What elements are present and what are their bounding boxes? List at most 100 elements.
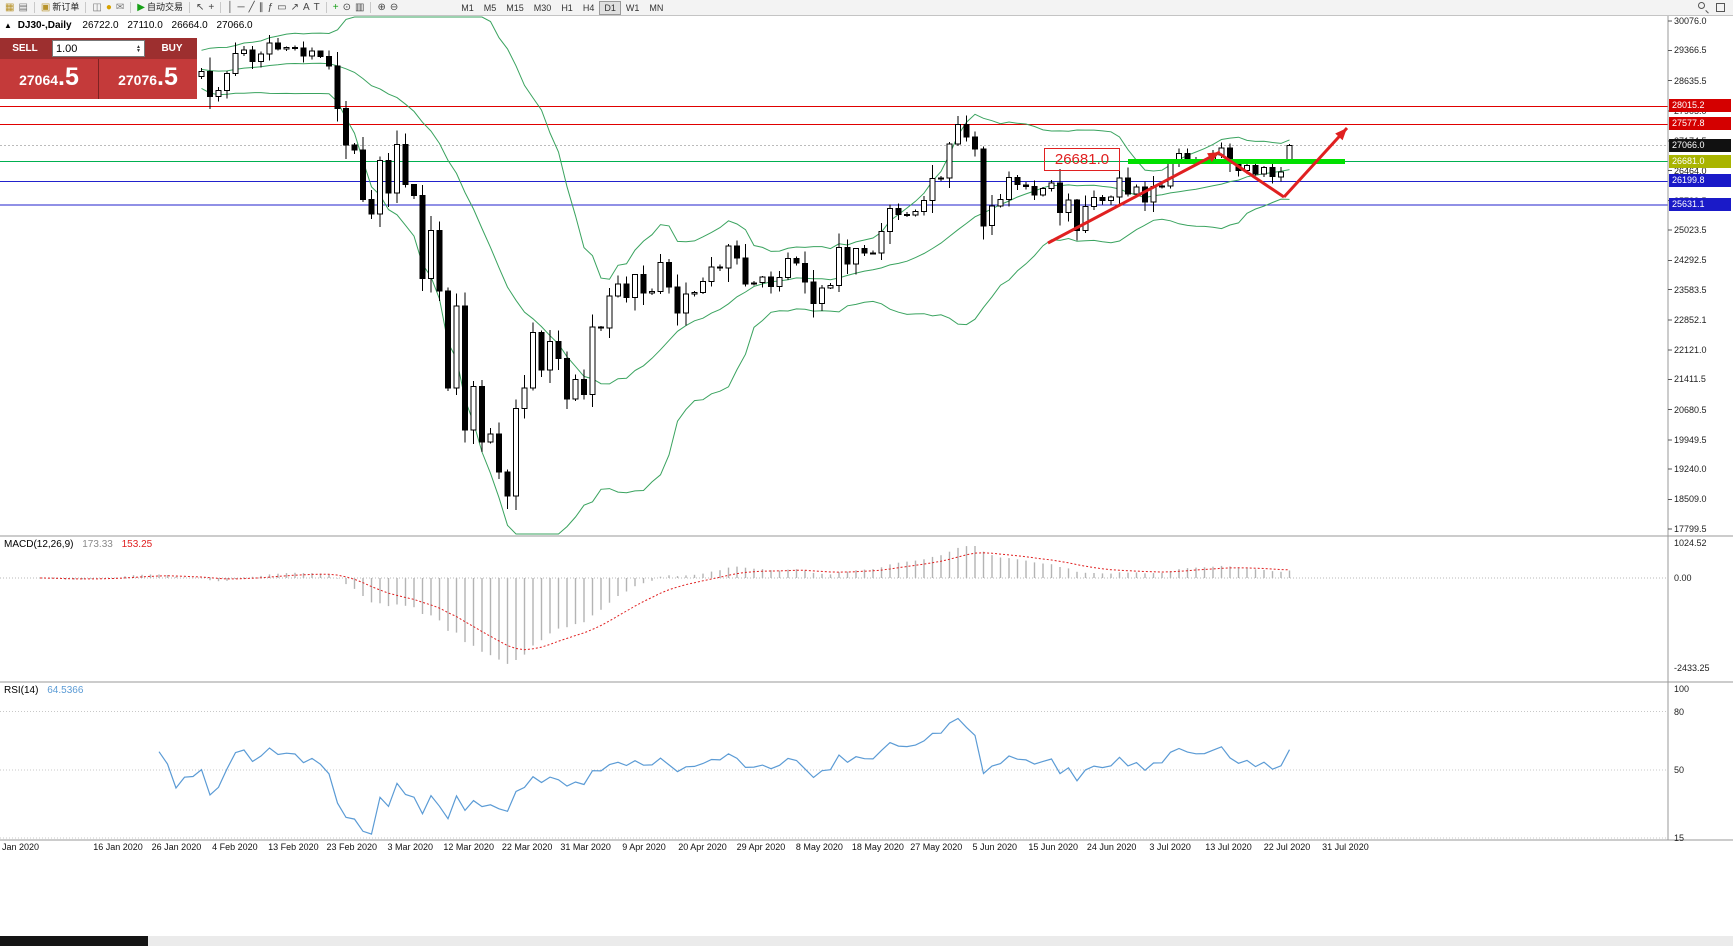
symbol-period-label: DJ30-,Daily	[17, 20, 72, 31]
mailbox-icon[interactable]: ✉	[114, 1, 126, 15]
bollinger-upper-band	[201, 16, 1290, 280]
candle-body	[1125, 177, 1131, 195]
spin-up-icon[interactable]: ▲	[136, 43, 141, 50]
support-line-1-price-label: 26199.8	[1669, 174, 1731, 188]
scrollbar-thumb[interactable]	[0, 936, 148, 946]
time-axis-label: 4 Feb 2020	[212, 842, 258, 852]
market-watch-icon-glyph: ◫	[92, 1, 102, 13]
timeframe-h1[interactable]: H1	[556, 1, 578, 15]
text-label-icon[interactable]: T	[312, 1, 322, 15]
spin-down-icon[interactable]: ▼	[136, 47, 141, 54]
new-order-button[interactable]: ▣ 新订单	[39, 1, 81, 15]
buy-button[interactable]: BUY	[147, 38, 197, 59]
trendline-icon[interactable]: ╱	[247, 1, 257, 15]
candle-body	[1261, 166, 1267, 175]
key-level-price-label: 26681.0	[1669, 154, 1731, 168]
candle-body	[938, 177, 944, 180]
candle-body	[623, 283, 630, 299]
profiles-icon[interactable]: ▤	[16, 1, 29, 15]
candle-body	[904, 214, 910, 216]
zoom-in-icon[interactable]: ⊕	[375, 1, 387, 15]
candle-body	[963, 124, 970, 138]
price-scale-tick: 30076.0	[1674, 16, 1707, 27]
candle-body	[700, 281, 706, 294]
close-value: 27066.0	[216, 20, 253, 31]
channel-icon[interactable]: ∥	[257, 1, 266, 15]
collapse-icon[interactable]: ▲	[4, 21, 12, 30]
rsi-value: 64.5366	[47, 685, 84, 696]
candle-body	[742, 257, 749, 285]
zoom-out-icon[interactable]: ⊖	[388, 1, 400, 15]
sell-button[interactable]: SELL	[0, 38, 50, 59]
candle-body	[759, 276, 766, 284]
candle-body	[870, 252, 876, 255]
market-watch-icon[interactable]: ◫	[90, 1, 103, 15]
price-scale-tick: 22121.0	[1674, 345, 1707, 356]
new-window-icon[interactable]	[1716, 3, 1725, 12]
volume-input[interactable]: 1.00 ▲ ▼	[52, 40, 145, 57]
timeframe-h4[interactable]: H4	[578, 1, 600, 15]
price-level-annotation[interactable]: 26681.0	[1044, 148, 1120, 171]
candle-body	[283, 46, 290, 50]
volume-spinner[interactable]: ▲ ▼	[136, 43, 141, 54]
candle-body	[368, 198, 375, 215]
time-axis-label: 20 Apr 2020	[678, 842, 727, 852]
timeframe-toolbar: M1 M5 M15 M30 H1 H4 D1 W1 MN	[456, 0, 668, 15]
timeframe-mn[interactable]: MN	[644, 1, 668, 15]
fibonacci-icon[interactable]: ƒ	[266, 1, 276, 15]
crosshair-icon-glyph: +	[208, 1, 215, 13]
crosshair-icon[interactable]: +	[206, 1, 216, 15]
new-chart-icon[interactable]: ▦	[3, 1, 16, 15]
text-icon[interactable]: A	[301, 1, 312, 15]
time-axis-label: 29 Apr 2020	[736, 842, 786, 852]
vertical-line-icon[interactable]: │	[225, 1, 235, 15]
autotrading-button[interactable]: ▶ 自动交易	[135, 1, 185, 15]
rsi-name: RSI(14)	[4, 685, 39, 696]
indicators-icon[interactable]: +	[331, 1, 341, 15]
candle-body	[1108, 196, 1114, 202]
candle-body	[530, 331, 536, 389]
timeframe-d1[interactable]: D1	[599, 0, 621, 15]
horizontal-scrollbar[interactable]	[0, 936, 1733, 946]
candle-body	[1269, 166, 1276, 178]
candle-body	[632, 274, 638, 299]
candle-body	[504, 471, 511, 497]
candle-body	[955, 124, 961, 145]
time-axis-label: Jan 2020	[2, 842, 40, 852]
candle-body	[606, 295, 613, 329]
candle-body	[853, 248, 859, 265]
sell-price[interactable]: 27064.5	[0, 59, 99, 99]
templates-icon[interactable]: ▥	[353, 1, 366, 15]
timeframe-m5[interactable]: M5	[479, 1, 502, 15]
candle-body	[360, 149, 366, 200]
high-value: 27110.0	[127, 20, 163, 31]
search-icon[interactable]	[1698, 2, 1709, 14]
buy-price[interactable]: 27076.5	[99, 59, 197, 99]
candle-body	[462, 305, 468, 431]
magnifier-handle-icon	[1704, 9, 1709, 14]
resistance-line-2-price-label: 27577.8	[1669, 117, 1731, 131]
arrow-object-icon[interactable]: ↗	[289, 1, 301, 15]
timeframe-m30[interactable]: M30	[529, 1, 557, 15]
profiles-icon-glyph: ▤	[18, 1, 28, 13]
timeframe-w1[interactable]: W1	[621, 1, 645, 15]
price-scale-tick: 26464.0	[1674, 165, 1707, 176]
horizontal-line-icon[interactable]: ─	[235, 1, 246, 15]
horizontal-line-icon-glyph: ─	[237, 1, 245, 13]
periods-icon[interactable]: ⊙	[341, 1, 353, 15]
cursor-icon[interactable]: ↖	[194, 1, 206, 15]
candle-body	[776, 277, 783, 287]
shapes-icon[interactable]: ▭	[275, 1, 288, 15]
time-axis-label: 16 Jan 2020	[93, 842, 143, 852]
low-value: 26664.0	[171, 20, 208, 31]
candle-body	[1167, 162, 1174, 187]
candle-body	[1184, 153, 1191, 160]
timeframe-m15[interactable]: M15	[501, 1, 529, 15]
time-axis-label: 31 Jul 2020	[1322, 842, 1369, 852]
timeframe-m1[interactable]: M1	[456, 1, 479, 15]
alert-icon[interactable]: ●	[104, 1, 114, 15]
time-axis-label: 26 Jan 2020	[151, 842, 202, 852]
candle-body	[275, 42, 281, 50]
open-value: 26722.0	[82, 20, 119, 31]
